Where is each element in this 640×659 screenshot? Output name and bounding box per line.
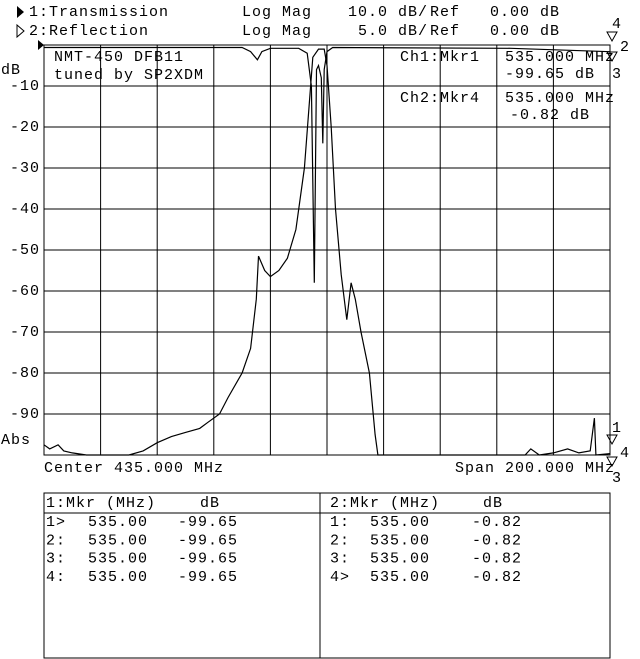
table-cell: 2: <box>46 532 66 549</box>
marker-symbol <box>606 31 618 43</box>
table-header: 2:Mkr (MHz) <box>330 495 440 512</box>
table-cell: -0.82 <box>472 532 522 549</box>
marker-symbol-label: 1 <box>612 420 622 437</box>
table-header: 1:Mkr (MHz) <box>46 495 156 512</box>
marker-symbol <box>606 456 618 468</box>
ref-value: 0.00 dB <box>490 4 560 21</box>
active-channel-icon <box>17 6 24 18</box>
y-tick-label: -60 <box>10 283 40 300</box>
table-cell: -0.82 <box>472 514 522 531</box>
ref-label: Ref <box>430 4 460 21</box>
y-tick-label: -20 <box>10 119 40 136</box>
marker-symbol-label: 3 <box>612 66 622 83</box>
scale-per-div: 10.0 dB/ <box>348 4 428 21</box>
ref-label: Ref <box>430 23 460 40</box>
note: NMT-450 DFB11 <box>54 49 184 66</box>
table-cell: -0.82 <box>472 551 522 568</box>
table-cell: 4> <box>330 569 350 586</box>
y-tick-label: -90 <box>10 406 40 423</box>
table-cell: 1: <box>330 514 350 531</box>
y-tick-label: -40 <box>10 201 40 218</box>
ref-value: 0.00 dB <box>490 23 560 40</box>
table-cell: 535.00 <box>370 551 430 568</box>
table-cell: 535.00 <box>370 569 430 586</box>
channel-name: 1:Transmission <box>29 4 169 21</box>
table-cell: 3: <box>46 551 66 568</box>
marker-symbol-label: 2 <box>620 39 630 56</box>
trace <box>43 48 611 456</box>
marker-symbol-label: 3 <box>612 470 622 487</box>
marker-symbol-label: 4 <box>612 16 622 33</box>
marker-symbol-label: 4 <box>620 445 630 462</box>
table-cell: 535.00 <box>88 551 148 568</box>
y-axis-label: dB <box>1 62 21 79</box>
table-cell: -99.65 <box>178 532 238 549</box>
table-cell: 535.00 <box>370 532 430 549</box>
table-cell: 535.00 <box>88 514 148 531</box>
table-cell: 4: <box>46 569 66 586</box>
y-tick-label: -70 <box>10 324 40 341</box>
marker-readout-value: -99.65 dB <box>505 66 595 83</box>
table-cell: 535.00 <box>88 532 148 549</box>
table-header: dB <box>200 495 220 512</box>
y-tick-label: -80 <box>10 365 40 382</box>
y-tick-label: -10 <box>10 78 40 95</box>
table-cell: 2: <box>330 532 350 549</box>
scale-per-div: 5.0 dB/ <box>358 23 428 40</box>
y-axis-label-bottom: Abs <box>1 432 31 449</box>
marker-readout-value: -0.82 dB <box>510 107 590 124</box>
table-cell: 1> <box>46 514 66 531</box>
scale-format: Log Mag <box>242 23 312 40</box>
marker-symbol <box>606 51 618 63</box>
marker-readout-label: Ch1:Mkr1 <box>400 49 480 66</box>
marker-symbol <box>606 434 618 446</box>
table-cell: 535.00 <box>88 569 148 586</box>
x-center-label: Center 435.000 MHz <box>44 460 224 477</box>
table-cell: -99.65 <box>178 569 238 586</box>
table-header: dB <box>483 495 503 512</box>
marker-readout-freq: 535.000 MHz <box>505 90 615 107</box>
table-cell: -99.65 <box>178 551 238 568</box>
scale-format: Log Mag <box>242 4 312 21</box>
marker-readout-freq: 535.000 MHz <box>505 49 615 66</box>
table-cell: 3: <box>330 551 350 568</box>
y-tick-label: -30 <box>10 160 40 177</box>
trace <box>44 46 611 283</box>
ref-pointer <box>38 40 44 50</box>
table-cell: -99.65 <box>178 514 238 531</box>
marker-readout-label: Ch2:Mkr4 <box>400 90 480 107</box>
channel-icon <box>16 23 25 39</box>
marker-table-frame <box>43 492 611 659</box>
table-cell: -0.82 <box>472 569 522 586</box>
channel-name: 2:Reflection <box>29 23 149 40</box>
y-tick-label: -50 <box>10 242 40 259</box>
x-span-label: Span 200.000 MHz <box>455 460 615 477</box>
note: tuned by SP2XDM <box>54 67 204 84</box>
table-cell: 535.00 <box>370 514 430 531</box>
